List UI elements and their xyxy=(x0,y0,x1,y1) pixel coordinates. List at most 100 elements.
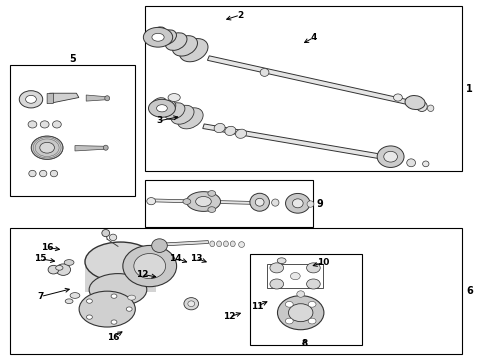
Ellipse shape xyxy=(89,274,147,306)
Ellipse shape xyxy=(40,121,49,128)
Ellipse shape xyxy=(151,98,167,110)
Circle shape xyxy=(307,279,320,289)
Ellipse shape xyxy=(277,258,286,264)
Ellipse shape xyxy=(48,265,59,274)
Ellipse shape xyxy=(165,33,187,50)
Ellipse shape xyxy=(196,197,211,207)
Ellipse shape xyxy=(179,39,208,62)
Circle shape xyxy=(126,307,132,311)
Ellipse shape xyxy=(289,304,313,321)
Text: 5: 5 xyxy=(70,54,76,64)
Ellipse shape xyxy=(128,295,136,300)
Bar xyxy=(85,257,156,292)
Ellipse shape xyxy=(384,151,397,162)
Ellipse shape xyxy=(28,121,37,128)
Ellipse shape xyxy=(271,199,279,206)
Ellipse shape xyxy=(297,291,305,297)
Bar xyxy=(145,180,314,226)
Text: 1: 1 xyxy=(466,84,473,94)
Text: 12: 12 xyxy=(223,312,236,321)
Ellipse shape xyxy=(427,105,434,112)
Ellipse shape xyxy=(407,159,416,167)
Ellipse shape xyxy=(307,201,314,207)
Text: 13: 13 xyxy=(190,254,202,263)
Polygon shape xyxy=(207,56,412,105)
Ellipse shape xyxy=(293,199,303,208)
Text: 10: 10 xyxy=(317,258,329,267)
Ellipse shape xyxy=(102,229,110,237)
Ellipse shape xyxy=(239,242,245,247)
Circle shape xyxy=(291,273,300,280)
Ellipse shape xyxy=(286,193,310,213)
Ellipse shape xyxy=(19,91,43,108)
Ellipse shape xyxy=(377,146,404,167)
Ellipse shape xyxy=(70,293,80,298)
Ellipse shape xyxy=(186,192,220,211)
Bar xyxy=(250,253,362,345)
Bar xyxy=(267,264,323,288)
Text: 11: 11 xyxy=(251,302,264,311)
Ellipse shape xyxy=(416,102,427,112)
Ellipse shape xyxy=(52,121,61,128)
Ellipse shape xyxy=(225,126,236,135)
Ellipse shape xyxy=(158,100,176,115)
Ellipse shape xyxy=(123,246,176,287)
Ellipse shape xyxy=(223,241,228,247)
Ellipse shape xyxy=(65,299,73,303)
Text: 16: 16 xyxy=(41,243,53,252)
Bar xyxy=(10,228,463,354)
Text: 6: 6 xyxy=(466,286,473,296)
Ellipse shape xyxy=(56,264,71,275)
Polygon shape xyxy=(86,95,107,101)
Ellipse shape xyxy=(56,266,63,270)
Ellipse shape xyxy=(422,161,429,167)
Polygon shape xyxy=(47,93,53,104)
Ellipse shape xyxy=(183,199,191,204)
Ellipse shape xyxy=(109,234,117,240)
Ellipse shape xyxy=(177,108,203,129)
Circle shape xyxy=(307,263,320,273)
Ellipse shape xyxy=(148,99,175,117)
Circle shape xyxy=(308,318,316,324)
Text: 3: 3 xyxy=(156,116,163,125)
Text: 16: 16 xyxy=(107,333,120,342)
Ellipse shape xyxy=(40,170,47,177)
Ellipse shape xyxy=(158,30,176,45)
Circle shape xyxy=(111,294,117,298)
Ellipse shape xyxy=(255,198,264,206)
Ellipse shape xyxy=(214,123,225,132)
Ellipse shape xyxy=(29,170,36,177)
Ellipse shape xyxy=(277,296,324,330)
Circle shape xyxy=(285,301,293,307)
Ellipse shape xyxy=(236,129,246,138)
Ellipse shape xyxy=(147,198,156,205)
Polygon shape xyxy=(162,240,209,246)
Bar xyxy=(10,65,135,196)
Circle shape xyxy=(270,263,284,273)
Ellipse shape xyxy=(134,253,166,279)
Ellipse shape xyxy=(157,105,167,112)
Ellipse shape xyxy=(184,298,198,310)
Text: 15: 15 xyxy=(34,255,47,264)
Ellipse shape xyxy=(85,242,156,282)
Ellipse shape xyxy=(152,33,164,41)
Circle shape xyxy=(308,301,316,307)
Ellipse shape xyxy=(79,291,135,327)
Ellipse shape xyxy=(393,94,402,101)
Ellipse shape xyxy=(171,105,194,124)
Text: 8: 8 xyxy=(301,339,308,348)
Ellipse shape xyxy=(172,36,197,56)
Ellipse shape xyxy=(208,207,216,212)
Ellipse shape xyxy=(230,241,235,247)
Circle shape xyxy=(270,279,284,289)
Text: 2: 2 xyxy=(237,10,243,19)
Ellipse shape xyxy=(31,136,63,159)
Ellipse shape xyxy=(50,170,58,177)
Ellipse shape xyxy=(144,27,172,47)
Bar xyxy=(145,6,463,171)
Polygon shape xyxy=(75,145,106,151)
Text: 14: 14 xyxy=(170,254,182,263)
Ellipse shape xyxy=(103,145,108,150)
Ellipse shape xyxy=(260,68,269,76)
Ellipse shape xyxy=(188,301,195,307)
